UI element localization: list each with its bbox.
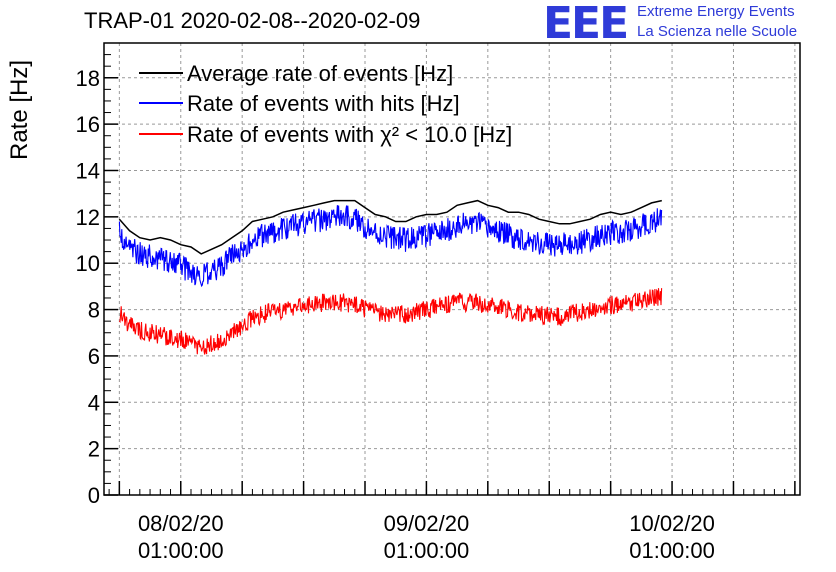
y-tick-label: 12 — [76, 205, 100, 230]
y-axis-label: Rate [Hz] — [6, 59, 33, 160]
x-tick-label-time: 01:00:00 — [629, 538, 715, 563]
series-line-hits — [118, 205, 663, 288]
y-tick-label: 2 — [88, 437, 100, 462]
y-tick-label: 16 — [76, 112, 100, 137]
x-tick-label-time: 01:00:00 — [384, 538, 470, 563]
y-tick-label: 4 — [88, 390, 100, 415]
series-line-chi2 — [118, 288, 663, 355]
y-tick-label: 14 — [76, 158, 100, 183]
plot-frame — [103, 42, 801, 496]
y-tick-label: 8 — [88, 298, 100, 323]
series-line-average — [118, 199, 662, 255]
legend-label-hits: Rate of events with hits [Hz] — [187, 91, 460, 116]
y-tick-label: 10 — [76, 251, 100, 276]
legend-label-average: Average rate of events [Hz] — [187, 61, 453, 86]
logo-line-2: La Scienza nelle Scuole — [637, 23, 798, 40]
x-tick-label-date: 09/02/20 — [384, 511, 470, 536]
x-tick-label-date: 08/02/20 — [138, 511, 224, 536]
chart-title: TRAP-01 2020-02-08--2020-02-09 — [84, 8, 421, 33]
logo-line-1: Extreme Energy Events — [637, 3, 795, 20]
y-tick-label: 18 — [76, 66, 100, 91]
y-tick-label: 0 — [88, 483, 100, 508]
legend-label-chi2: Rate of events with χ² < 10.0 [Hz] — [187, 122, 512, 147]
eee-logo: EEE — [543, 0, 629, 49]
x-tick-label-time: 01:00:00 — [138, 538, 224, 563]
x-tick-label-date: 10/02/20 — [629, 511, 715, 536]
y-tick-label: 6 — [88, 344, 100, 369]
